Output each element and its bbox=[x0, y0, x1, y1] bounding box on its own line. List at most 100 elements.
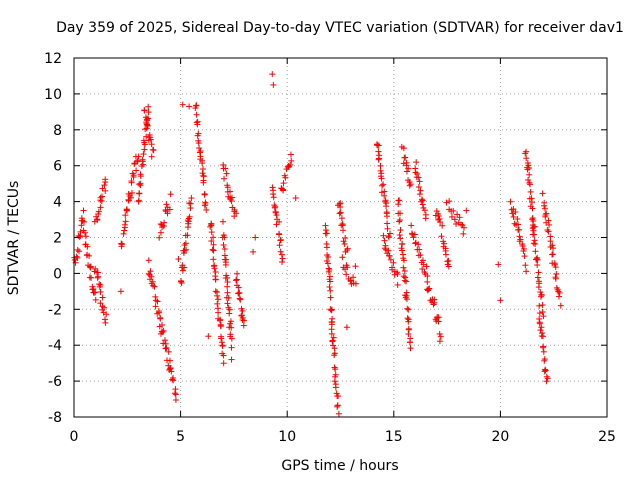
data-point bbox=[425, 286, 432, 293]
data-point bbox=[77, 228, 84, 235]
x-axis-label: GPS time / hours bbox=[281, 458, 398, 474]
data-point bbox=[280, 180, 287, 187]
data-point bbox=[330, 334, 337, 341]
data-point bbox=[383, 203, 390, 210]
x-tick-label: 20 bbox=[491, 429, 509, 445]
data-point bbox=[405, 318, 412, 325]
data-point bbox=[533, 256, 540, 263]
data-point bbox=[426, 285, 433, 292]
data-point bbox=[408, 230, 415, 237]
data-point bbox=[326, 266, 333, 273]
data-point bbox=[341, 240, 348, 247]
data-point bbox=[279, 255, 286, 262]
data-point bbox=[157, 229, 164, 236]
data-point bbox=[165, 348, 172, 355]
data-point bbox=[181, 264, 188, 271]
data-point bbox=[328, 306, 335, 313]
data-point bbox=[531, 237, 538, 244]
data-point bbox=[328, 307, 335, 314]
data-point bbox=[238, 312, 245, 319]
data-point bbox=[161, 219, 168, 226]
data-point bbox=[125, 197, 132, 204]
data-point bbox=[156, 309, 163, 316]
data-point bbox=[200, 179, 207, 186]
data-point bbox=[332, 371, 339, 378]
data-point bbox=[520, 245, 527, 252]
data-point bbox=[523, 155, 530, 162]
data-point bbox=[400, 257, 407, 264]
x-tick-label: 5 bbox=[176, 429, 185, 445]
data-point bbox=[384, 220, 391, 227]
data-point bbox=[440, 240, 447, 247]
data-point bbox=[557, 302, 564, 309]
data-point bbox=[405, 165, 412, 172]
y-tick-label: 6 bbox=[53, 159, 62, 175]
data-point bbox=[80, 207, 87, 214]
data-point bbox=[135, 153, 142, 160]
data-point bbox=[81, 229, 88, 236]
data-point bbox=[235, 290, 242, 297]
data-point bbox=[210, 241, 217, 248]
data-point bbox=[556, 289, 563, 296]
data-point bbox=[183, 246, 190, 253]
data-point bbox=[221, 245, 228, 252]
data-point bbox=[386, 253, 393, 260]
data-point bbox=[532, 248, 539, 255]
data-point bbox=[535, 284, 542, 291]
data-point bbox=[219, 218, 226, 225]
data-point bbox=[525, 177, 532, 184]
data-point bbox=[535, 269, 542, 276]
data-point bbox=[170, 377, 177, 384]
data-point bbox=[178, 278, 185, 285]
data-point bbox=[235, 284, 242, 291]
axis-ticks bbox=[73, 57, 608, 418]
data-point bbox=[547, 238, 554, 245]
data-point bbox=[128, 189, 135, 196]
data-point bbox=[337, 209, 344, 216]
data-point bbox=[202, 200, 209, 207]
data-point bbox=[270, 187, 277, 194]
data-point bbox=[220, 241, 227, 248]
data-point bbox=[537, 327, 544, 334]
data-point bbox=[76, 233, 83, 240]
data-point bbox=[224, 300, 231, 307]
data-point bbox=[194, 121, 201, 128]
data-point bbox=[375, 148, 382, 155]
data-point bbox=[226, 306, 233, 313]
data-point bbox=[327, 287, 334, 294]
data-point bbox=[331, 350, 338, 357]
data-point bbox=[416, 246, 423, 253]
data-point bbox=[400, 273, 407, 280]
data-point bbox=[422, 215, 429, 222]
data-point bbox=[403, 162, 410, 169]
data-point bbox=[555, 288, 562, 295]
data-point bbox=[288, 157, 295, 164]
data-point bbox=[275, 230, 282, 237]
data-point bbox=[141, 139, 148, 146]
data-point bbox=[228, 324, 235, 331]
data-point bbox=[121, 227, 128, 234]
data-point bbox=[145, 103, 152, 110]
data-point bbox=[172, 391, 179, 398]
data-point bbox=[435, 213, 442, 220]
data-point bbox=[150, 282, 157, 289]
data-point bbox=[86, 252, 93, 259]
data-point bbox=[522, 262, 529, 269]
data-point bbox=[148, 153, 155, 160]
y-tick-label: 10 bbox=[44, 87, 62, 103]
data-point bbox=[217, 322, 224, 329]
data-point bbox=[92, 289, 99, 296]
data-point bbox=[395, 201, 402, 208]
data-point bbox=[119, 241, 126, 248]
data-point bbox=[196, 149, 203, 156]
x-tick-label: 15 bbox=[385, 429, 403, 445]
data-point bbox=[178, 280, 185, 287]
data-point bbox=[80, 218, 87, 225]
data-point bbox=[333, 390, 340, 397]
data-point bbox=[534, 274, 541, 281]
y-tick-label: -6 bbox=[48, 374, 62, 390]
data-point bbox=[335, 393, 342, 400]
data-point bbox=[211, 265, 218, 272]
data-point bbox=[352, 280, 359, 287]
data-point bbox=[218, 333, 225, 340]
